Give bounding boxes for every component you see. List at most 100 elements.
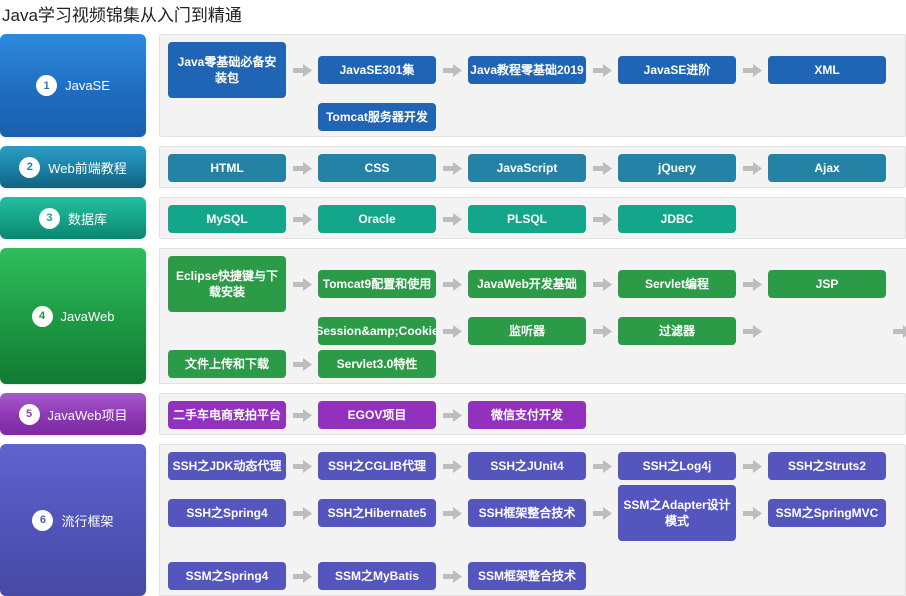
- course-node[interactable]: Session&amp;Cookie: [318, 317, 436, 345]
- sidebar-item-database[interactable]: 3 数据库: [0, 197, 146, 239]
- course-node[interactable]: Java教程零基础2019: [468, 56, 586, 84]
- course-node[interactable]: JavaWeb开发基础: [468, 270, 586, 298]
- arrow-right-icon: [586, 324, 618, 338]
- sidebar-item-label: JavaWeb项目: [47, 407, 128, 423]
- sidebar-item-content: 1 JavaSE: [36, 75, 110, 96]
- course-node[interactable]: JavaSE301集: [318, 56, 436, 84]
- course-node[interactable]: Ajax: [768, 154, 886, 182]
- section-javaweb: 4 JavaWeb Eclipse快捷键与下载安装 Tomcat9配置和使用 JavaW…: [0, 248, 906, 384]
- course-panel-frameworks: SSH之JDK动态代理 SSH之CGLIB代理 SSH之JUnit4 SSH之Log4…: [159, 444, 906, 596]
- arrow-right-icon: [736, 324, 768, 338]
- sidebar-item-frameworks[interactable]: 6 流行框架: [0, 444, 146, 596]
- course-node[interactable]: SSM框架整合技术: [468, 562, 586, 590]
- arrow-right-icon: [286, 277, 318, 291]
- arrow-right-icon: [436, 459, 468, 473]
- course-node[interactable]: PLSQL: [468, 205, 586, 233]
- course-node[interactable]: JDBC: [618, 205, 736, 233]
- sidebar-item-javase[interactable]: 1 JavaSE: [0, 34, 146, 137]
- course-node[interactable]: Eclipse快捷键与下载安装: [168, 256, 286, 312]
- arrow-right-icon: [286, 506, 318, 520]
- arrow-right-icon: [586, 212, 618, 226]
- arrow-right-icon: [286, 569, 318, 583]
- section-number-badge: 5: [18, 403, 40, 425]
- course-node[interactable]: SSM之SpringMVC: [768, 499, 886, 527]
- course-node[interactable]: 文件上传和下载: [168, 350, 286, 378]
- course-node[interactable]: HTML: [168, 154, 286, 182]
- course-row: Tomcat服务器开发: [168, 103, 897, 131]
- sidebar-item-content: 5 JavaWeb项目: [18, 403, 128, 425]
- course-node[interactable]: SSH之Hibernate5: [318, 499, 436, 527]
- course-node[interactable]: SSM之Adapter设计模式: [618, 485, 736, 541]
- section-number-badge: 4: [31, 305, 53, 327]
- arrow-right-icon: [886, 324, 906, 338]
- course-node[interactable]: 二手车电商竞拍平台: [168, 401, 286, 429]
- arrow-right-icon: [736, 459, 768, 473]
- course-node[interactable]: MySQL: [168, 205, 286, 233]
- course-node[interactable]: JavaScript: [468, 154, 586, 182]
- arrow-right-icon: [586, 63, 618, 77]
- arrow-right-icon: [436, 506, 468, 520]
- course-node[interactable]: SSH之JDK动态代理: [168, 452, 286, 480]
- sidebar-item-javaweb[interactable]: 4 JavaWeb: [0, 248, 146, 384]
- course-panel-javaweb-project: 二手车电商竞拍平台 EGOV项目 微信支付开发: [159, 393, 906, 435]
- arrow-right-icon: [736, 161, 768, 175]
- sidebar-item-label: 数据库: [67, 211, 107, 227]
- course-node[interactable]: SSH框架整合技术: [468, 499, 586, 527]
- course-node[interactable]: SSH之Spring4: [168, 499, 286, 527]
- course-node[interactable]: SSM之Spring4: [168, 562, 286, 590]
- arrow-right-icon: [586, 161, 618, 175]
- course-node[interactable]: JSP: [768, 270, 886, 298]
- course-node[interactable]: Java零基础必备安装包: [168, 42, 286, 98]
- section-database: 3 数据库 MySQL Oracle PLSQL JDBC: [0, 197, 906, 239]
- course-row: Session&amp;Cookie 监听器 过滤器: [168, 317, 906, 345]
- course-node[interactable]: CSS: [318, 154, 436, 182]
- arrow-right-icon: [436, 63, 468, 77]
- arrow-right-icon: [586, 459, 618, 473]
- arrow-right-icon: [736, 277, 768, 291]
- course-row: SSH之JDK动态代理 SSH之CGLIB代理 SSH之JUnit4 SSH之Log4…: [168, 452, 897, 480]
- course-node[interactable]: Oracle: [318, 205, 436, 233]
- section-number-badge: 2: [19, 156, 41, 178]
- course-node[interactable]: 微信支付开发: [468, 401, 586, 429]
- course-node[interactable]: JavaSE进阶: [618, 56, 736, 84]
- course-node[interactable]: XML: [768, 56, 886, 84]
- arrow-right-icon: [736, 63, 768, 77]
- section-javaweb-project: 5 JavaWeb项目 二手车电商竞拍平台 EGOV项目 微信支付开发: [0, 393, 906, 435]
- course-node[interactable]: SSH之Log4j: [618, 452, 736, 480]
- course-node[interactable]: Tomcat9配置和使用: [318, 270, 436, 298]
- course-panel-javaweb: Eclipse快捷键与下载安装 Tomcat9配置和使用 JavaWeb开发基础 Se…: [159, 248, 906, 384]
- course-node[interactable]: SSH之JUnit4: [468, 452, 586, 480]
- section-javase: 1 JavaSE Java零基础必备安装包 JavaSE301集 Java教程零基础20…: [0, 34, 906, 137]
- section-number-badge: 3: [38, 207, 60, 229]
- course-node[interactable]: EGOV项目: [318, 401, 436, 429]
- sidebar-item-web-frontend[interactable]: 2 Web前端教程: [0, 146, 146, 188]
- sidebar-item-content: 2 Web前端教程: [19, 156, 127, 178]
- course-node[interactable]: Servlet3.0特性: [318, 350, 436, 378]
- course-panel-javase: Java零基础必备安装包 JavaSE301集 Java教程零基础2019 JavaS…: [159, 34, 906, 137]
- sidebar-item-label: Web前端教程: [48, 160, 127, 176]
- course-node[interactable]: Tomcat服务器开发: [318, 103, 436, 131]
- course-node[interactable]: SSM之MyBatis: [318, 562, 436, 590]
- course-node[interactable]: SSH之CGLIB代理: [318, 452, 436, 480]
- course-node[interactable]: 过滤器: [618, 317, 736, 345]
- sidebar-item-content: 4 JavaWeb: [31, 305, 115, 327]
- course-node[interactable]: SSH之Struts2: [768, 452, 886, 480]
- sidebar-item-content: 6 流行框架: [32, 509, 114, 531]
- section-web-frontend: 2 Web前端教程 HTML CSS JavaScript jQuery Ajax: [0, 146, 906, 188]
- section-number-badge: 6: [32, 509, 54, 531]
- page-title: Java学习视频锦集从入门到精通: [2, 6, 242, 25]
- arrow-right-icon: [436, 324, 468, 338]
- course-row: Eclipse快捷键与下载安装 Tomcat9配置和使用 JavaWeb开发基础 Se…: [168, 256, 906, 312]
- course-node-placeholder: [168, 103, 286, 131]
- course-row: SSM之Spring4 SSM之MyBatis SSM框架整合技术: [168, 562, 897, 590]
- sidebar-item-label: JavaSE: [65, 78, 110, 93]
- arrow-right-icon: [286, 357, 318, 371]
- sidebar-item-javaweb-project[interactable]: 5 JavaWeb项目: [0, 393, 146, 435]
- course-node[interactable]: jQuery: [618, 154, 736, 182]
- sidebar-item-label: 流行框架: [61, 513, 114, 529]
- sidebar-item-label: JavaWeb: [60, 308, 115, 324]
- course-node[interactable]: 监听器: [468, 317, 586, 345]
- course-node[interactable]: Servlet编程: [618, 270, 736, 298]
- course-node-placeholder: [168, 317, 286, 345]
- course-node-placeholder: [768, 317, 886, 345]
